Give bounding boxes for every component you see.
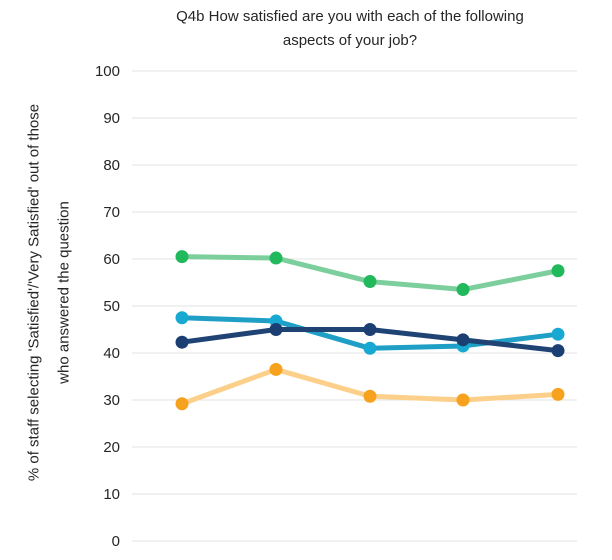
series-3-point-2 [269,323,283,336]
series-4-point-3 [363,389,377,403]
series-4-point-1 [175,397,189,411]
y-tick-label: 90 [103,110,120,127]
series-1-point-2 [269,251,283,265]
series-3-point-5 [551,344,565,358]
series-1-point-4 [456,283,470,297]
y-tick-label: 20 [103,439,120,456]
y-tick-label: 10 [103,486,120,503]
series-2-point-1 [175,311,189,325]
y-tick-label: 30 [103,392,120,409]
series-2-point-3 [363,341,377,355]
series-3-point-1 [175,335,189,349]
series-3-point-3 [363,323,377,336]
series-4-point-2 [269,362,283,376]
series-1-point-3 [363,275,377,289]
series-4-point-4 [456,393,470,407]
y-tick-label: 80 [103,157,120,174]
gridlines [132,70,577,542]
series-1-point-5 [551,264,565,278]
chart-title-line-2: aspects of your job? [282,32,418,49]
y-tick-label: 50 [103,298,120,315]
series-1-point-1 [175,250,189,264]
y-tick-label: 40 [103,345,120,362]
chart-title-line-1: Q4b How satisfied are you with each of t… [176,8,524,25]
series-4-point-5 [551,387,565,401]
series-3-point-4 [456,333,470,347]
series-points [175,250,565,411]
y-tick-label: 0 [112,533,120,550]
y-tick-labels: 0 10 20 30 40 50 60 70 80 90 100 [95,63,120,550]
y-tick-label: 60 [103,251,120,268]
y-tick-label: 100 [95,63,120,80]
y-tick-label: 70 [103,204,120,221]
series-2-point-5 [551,327,565,341]
